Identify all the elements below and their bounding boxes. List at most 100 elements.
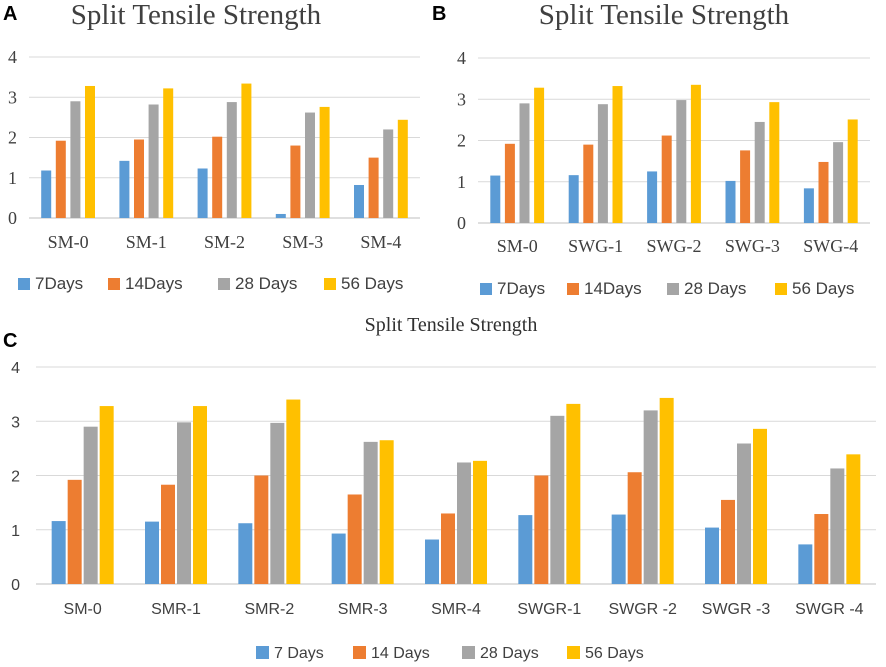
y-tick-label-c-1: 1	[11, 523, 20, 540]
bar-c-smr-4-series1	[425, 539, 439, 584]
chart-panel-c: C Split Tensile Strength 0 1 2 3 4 SM-0 SMR-1…	[3, 314, 876, 662]
bar-c-swgr-4-series1	[798, 544, 813, 584]
bar-a-sm-2-series4	[241, 83, 252, 218]
y-tick-label-c-0: 0	[11, 577, 20, 594]
legend-label-b-2: 14Days	[584, 279, 642, 298]
bar-c-sm-0-series1	[51, 521, 66, 584]
bar-c-smr-4-series4	[473, 460, 487, 584]
legend-swatch-c-2	[353, 646, 366, 659]
bar-c-swgr-1-series2	[534, 475, 549, 584]
legend-label-a-1: 7Days	[35, 274, 83, 293]
bar-b-sm-0-series3	[519, 103, 530, 223]
chart-title-b: Split Tensile Strength	[539, 0, 790, 31]
legend-swatch-a-4	[324, 278, 336, 290]
bar-c-smr-2-series3	[270, 422, 285, 584]
bar-a-sm-0-series4	[85, 85, 95, 218]
chart-panel-a: A Split Tensile Strength 0 1 2 3 4 SM-0 SM-1 S…	[3, 0, 420, 293]
y-tick-label-b-2: 2	[457, 131, 466, 151]
legend-label-c-2: 14 Days	[371, 645, 430, 662]
bar-c-swgr-1-series1	[518, 515, 533, 584]
chart-title-c: Split Tensile Strength	[365, 314, 538, 336]
legend-label-c-4: 56 Days	[585, 645, 644, 662]
x-category-label-c-4: SMR-4	[431, 601, 481, 618]
y-tick-label-b-4: 4	[457, 48, 466, 68]
x-category-label-c-6: SWGR -2	[608, 601, 677, 618]
bar-a-sm-4-series4	[397, 119, 408, 218]
bar-c-smr-3-series4	[379, 440, 394, 584]
bar-a-sm-3-series4	[319, 106, 330, 218]
y-tick-label-b-3: 3	[457, 89, 466, 109]
y-tick-label-b-0: 0	[457, 213, 466, 233]
bar-b-swg-3-series1	[725, 180, 736, 223]
legend-label-b-3: 28 Days	[684, 279, 746, 298]
legend-label-a-4: 56 Days	[341, 274, 403, 293]
bar-b-sm-0-series4	[534, 87, 545, 223]
bar-b-sm-0-series2	[504, 143, 515, 223]
bar-c-swgr-2-series3	[643, 410, 658, 584]
legend-swatch-a-3	[218, 278, 230, 290]
bar-b-swg-1-series4	[612, 86, 623, 223]
panel-letter-a: A	[3, 3, 17, 25]
x-category-label-a-3: SM-3	[282, 232, 323, 252]
bar-b-swg-4-series2	[818, 161, 829, 223]
bar-b-swg-1-series2	[583, 144, 594, 223]
y-tick-label-a-3: 3	[8, 87, 17, 107]
x-category-label-c-5: SWGR-1	[517, 601, 581, 618]
legend-swatch-b-2	[567, 283, 579, 295]
bar-c-smr-3-series3	[363, 441, 378, 584]
bar-c-smr-1-series3	[177, 422, 191, 584]
bar-c-swgr-3-series2	[721, 499, 735, 584]
bar-b-swg-4-series3	[833, 142, 844, 223]
bar-a-sm-1-series3	[148, 104, 159, 218]
legend-swatch-b-3	[667, 283, 679, 295]
bar-a-sm-3-series2	[290, 145, 301, 218]
bar-b-swg-2-series3	[676, 100, 687, 223]
bar-b-swg-2-series2	[661, 135, 672, 223]
y-tick-label-a-1: 1	[8, 168, 17, 188]
bar-a-sm-1-series2	[134, 139, 144, 218]
legend-label-c-1: 7 Days	[274, 645, 324, 662]
bar-c-swgr-2-series1	[611, 514, 626, 584]
bar-a-sm-0-series3	[70, 101, 81, 218]
x-category-label-c-3: SMR-3	[338, 601, 388, 618]
bar-c-swgr-2-series2	[627, 472, 642, 584]
bar-b-swg-2-series1	[647, 171, 658, 223]
bar-c-sm-0-series3	[83, 426, 98, 584]
x-category-label-a-4: SM-4	[360, 232, 401, 252]
y-tick-label-c-4: 4	[11, 360, 20, 377]
y-tick-label-b-1: 1	[457, 172, 466, 192]
bar-b-swg-1-series3	[597, 104, 608, 223]
legend-label-b-1: 7Days	[497, 279, 545, 298]
bar-a-sm-0-series1	[41, 170, 52, 218]
x-category-label-a-0: SM-0	[48, 232, 89, 252]
bar-c-smr-3-series1	[331, 533, 346, 584]
bar-a-sm-1-series4	[163, 88, 174, 219]
bar-c-swgr-4-series3	[830, 468, 845, 584]
bar-a-sm-4-series3	[383, 129, 394, 218]
legend-label-b-4: 56 Days	[792, 279, 854, 298]
bar-b-sm-0-series1	[490, 175, 501, 223]
chart-panel-b: B Split Tensile Strength 0 1 2 3 4 SM-0 SWG-1…	[432, 0, 870, 298]
bar-a-sm-2-series1	[197, 168, 208, 218]
x-category-label-b-4: SWG-4	[803, 236, 858, 256]
x-category-label-c-2: SMR-2	[244, 601, 294, 618]
bar-a-sm-2-series3	[226, 102, 237, 218]
bar-a-sm-1-series1	[119, 160, 130, 218]
bar-b-swg-1-series1	[568, 175, 579, 223]
legend-swatch-c-3	[462, 646, 475, 659]
bar-c-swgr-1-series4	[566, 403, 581, 584]
x-category-label-b-0: SM-0	[497, 236, 538, 256]
bar-c-swgr-3-series4	[753, 428, 767, 584]
bar-c-swgr-3-series1	[705, 527, 719, 584]
legend-swatch-a-2	[108, 278, 120, 290]
legend-swatch-c-4	[567, 646, 580, 659]
bar-b-swg-3-series3	[754, 121, 765, 223]
bar-a-sm-4-series1	[354, 184, 364, 218]
x-category-label-b-3: SWG-3	[725, 236, 780, 256]
y-tick-label-c-2: 2	[11, 469, 20, 486]
bar-b-swg-3-series2	[740, 150, 751, 223]
legend-label-a-3: 28 Days	[235, 274, 297, 293]
bar-c-smr-2-series1	[238, 523, 253, 584]
bar-b-swg-3-series4	[769, 102, 780, 223]
bar-b-swg-4-series4	[847, 119, 858, 223]
